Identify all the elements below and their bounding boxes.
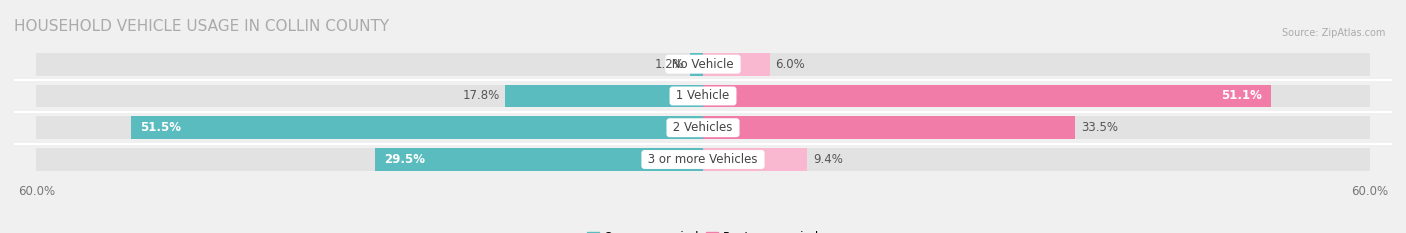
Text: Source: ZipAtlas.com: Source: ZipAtlas.com (1281, 28, 1385, 38)
Text: 51.1%: 51.1% (1220, 89, 1263, 103)
Bar (703, 148, 807, 171)
Bar (131, 116, 703, 139)
Bar (690, 53, 703, 76)
Text: 9.4%: 9.4% (813, 153, 842, 166)
Text: 3 or more Vehicles: 3 or more Vehicles (644, 153, 762, 166)
Text: No Vehicle: No Vehicle (668, 58, 738, 71)
Text: 6.0%: 6.0% (775, 58, 806, 71)
Text: 1 Vehicle: 1 Vehicle (672, 89, 734, 103)
Text: 2 Vehicles: 2 Vehicles (669, 121, 737, 134)
Text: 29.5%: 29.5% (384, 153, 425, 166)
Text: 1.2%: 1.2% (654, 58, 685, 71)
Bar (37, 85, 1369, 107)
Bar (505, 85, 703, 107)
Bar (37, 53, 1369, 76)
Bar (37, 116, 1369, 139)
Legend: Owner-occupied, Renter-occupied: Owner-occupied, Renter-occupied (582, 226, 824, 233)
Bar (37, 148, 1369, 171)
Text: HOUSEHOLD VEHICLE USAGE IN COLLIN COUNTY: HOUSEHOLD VEHICLE USAGE IN COLLIN COUNTY (14, 19, 389, 34)
Text: 51.5%: 51.5% (139, 121, 180, 134)
Bar (375, 148, 703, 171)
Bar (703, 53, 769, 76)
Bar (703, 85, 1271, 107)
Bar (703, 116, 1076, 139)
Text: 17.8%: 17.8% (463, 89, 499, 103)
Text: 33.5%: 33.5% (1081, 121, 1118, 134)
